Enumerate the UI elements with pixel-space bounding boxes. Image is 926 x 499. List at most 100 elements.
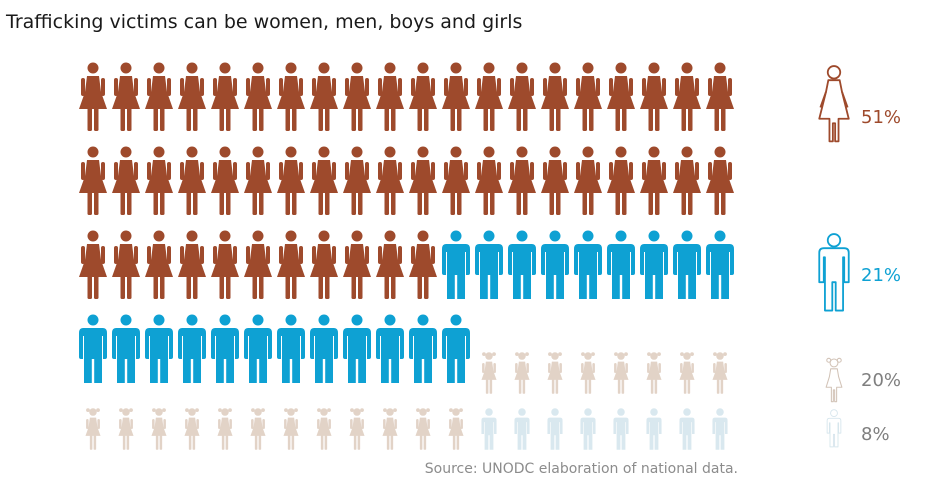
woman-icon [640, 146, 668, 215]
woman-icon [343, 146, 371, 215]
pictogram-grid [79, 62, 734, 450]
woman-icon [640, 62, 668, 131]
legend-label-girls: 20% [861, 370, 901, 391]
woman-icon [706, 62, 734, 131]
man-icon [409, 314, 437, 383]
man-icon [244, 314, 272, 383]
man-icon [310, 314, 338, 383]
woman-icon [376, 146, 404, 215]
woman-icon [409, 230, 437, 299]
woman-icon [541, 146, 569, 215]
woman-icon [244, 62, 272, 131]
woman-icon [343, 230, 371, 299]
woman-icon [508, 146, 536, 215]
girl-icon [382, 408, 398, 450]
woman-icon [475, 62, 503, 131]
girl-icon [514, 352, 530, 394]
girl-icon [85, 408, 101, 450]
girl-icon [547, 352, 563, 394]
man-icon [112, 314, 140, 383]
man-icon [343, 314, 371, 383]
woman-icon [376, 230, 404, 299]
girl-icon [712, 352, 728, 394]
girl-icon [184, 408, 200, 450]
girl-icon [679, 352, 695, 394]
woman-icon [145, 62, 173, 131]
woman-icon [376, 62, 404, 131]
man-icon [277, 314, 305, 383]
girl-icon [646, 352, 662, 394]
woman-icon [178, 62, 206, 131]
man-icon [541, 230, 569, 299]
man-icon [376, 314, 404, 383]
legend-girl-outline-icon [825, 357, 843, 403]
legend: 51% 21% 20% 8% [818, 65, 901, 448]
boy-icon [712, 408, 728, 450]
woman-icon [112, 230, 140, 299]
woman-icon [178, 230, 206, 299]
woman-icon [607, 146, 635, 215]
man-icon [178, 314, 206, 383]
woman-icon [310, 146, 338, 215]
woman-icon [211, 146, 239, 215]
woman-icon [145, 230, 173, 299]
woman-icon [442, 146, 470, 215]
woman-icon [574, 62, 602, 131]
boy-icon [514, 408, 530, 450]
boy-icon [580, 408, 596, 450]
woman-icon [244, 230, 272, 299]
woman-icon [79, 230, 107, 299]
man-icon [673, 230, 701, 299]
man-icon [79, 314, 107, 383]
woman-icon [310, 230, 338, 299]
woman-icon [277, 62, 305, 131]
legend-woman-outline-icon [818, 65, 850, 143]
boy-icon [679, 408, 695, 450]
woman-icon [541, 62, 569, 131]
girl-icon [613, 352, 629, 394]
man-icon [706, 230, 734, 299]
man-icon [607, 230, 635, 299]
woman-icon [574, 146, 602, 215]
woman-icon [79, 146, 107, 215]
girl-icon [118, 408, 134, 450]
man-icon [442, 230, 470, 299]
chart-title: Trafficking victims can be women, men, b… [6, 11, 523, 33]
woman-icon [673, 62, 701, 131]
girl-icon [217, 408, 233, 450]
man-icon [640, 230, 668, 299]
woman-icon [607, 62, 635, 131]
girl-icon [283, 408, 299, 450]
legend-label-boys: 8% [861, 424, 890, 445]
girl-icon [316, 408, 332, 450]
man-icon [211, 314, 239, 383]
man-icon [574, 230, 602, 299]
woman-icon [310, 62, 338, 131]
legend-label-men: 21% [861, 265, 901, 286]
legend-label-women: 51% [861, 107, 901, 128]
man-icon [475, 230, 503, 299]
woman-icon [79, 62, 107, 131]
woman-icon [211, 230, 239, 299]
woman-icon [277, 230, 305, 299]
woman-icon [145, 146, 173, 215]
woman-icon [112, 62, 140, 131]
woman-icon [706, 146, 734, 215]
girl-icon [448, 408, 464, 450]
woman-icon [277, 146, 305, 215]
girl-icon [415, 408, 431, 450]
woman-icon [442, 62, 470, 131]
man-icon [508, 230, 536, 299]
girl-icon [151, 408, 167, 450]
girl-icon [250, 408, 266, 450]
woman-icon [409, 62, 437, 131]
boy-icon [481, 408, 497, 450]
legend-boy-outline-icon [826, 409, 842, 448]
girl-icon [481, 352, 497, 394]
boy-icon [646, 408, 662, 450]
woman-icon [244, 146, 272, 215]
boy-icon [613, 408, 629, 450]
woman-icon [673, 146, 701, 215]
woman-icon [343, 62, 371, 131]
